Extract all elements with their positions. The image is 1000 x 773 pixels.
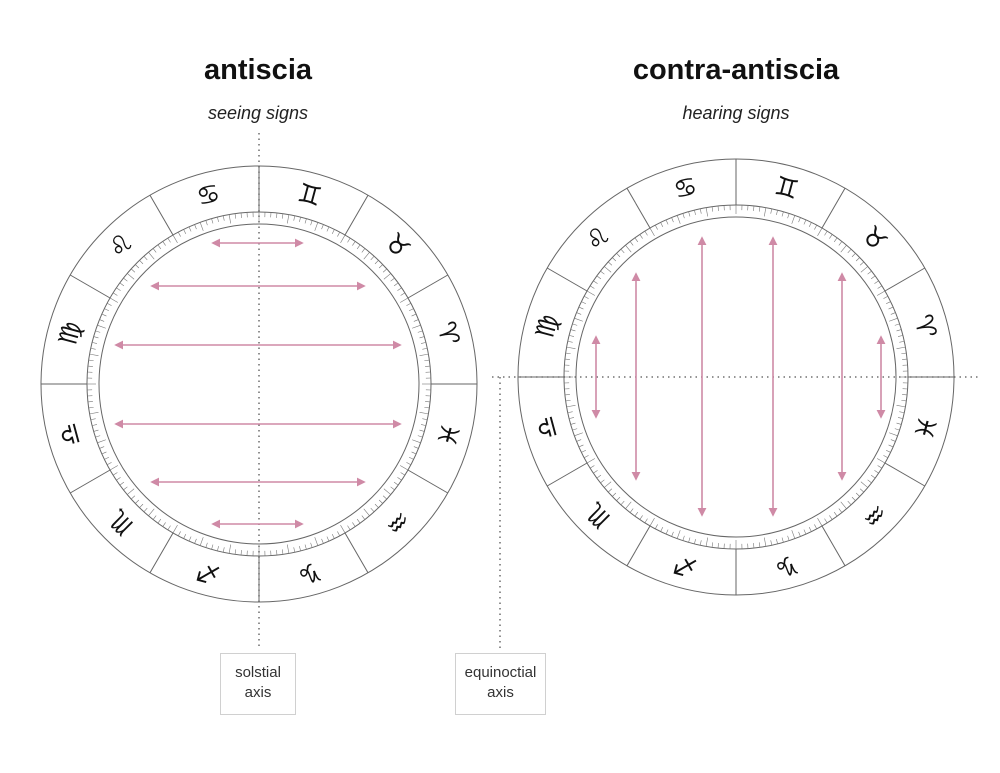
antiscia-arrows — [114, 238, 402, 529]
sign-divider — [884, 462, 926, 487]
contra-antiscia-subtitle: hearing signs — [682, 103, 790, 123]
sign-divider — [344, 194, 369, 236]
equinoctial-axis-label-line1: equinoctial — [464, 664, 537, 681]
sign-divider — [546, 462, 588, 487]
sign-divider — [626, 187, 651, 229]
degree-ticks — [87, 212, 431, 556]
sign-divider — [69, 469, 111, 494]
antiscia-title: antiscia — [204, 54, 312, 86]
sign-divider — [884, 267, 926, 292]
contra-antiscia-arrows — [591, 236, 886, 517]
solstitial-axis-label-line1: solstial — [235, 664, 281, 681]
degree-ticks — [564, 205, 908, 549]
sign-divider — [344, 532, 369, 574]
antiscia-subtitle: seeing signs — [207, 103, 309, 123]
sign-divider — [821, 187, 846, 229]
sign-divider — [546, 267, 588, 292]
sign-divider — [149, 194, 174, 236]
sign-divider — [407, 469, 449, 494]
solstitial-axis-label: solstial axis — [220, 653, 296, 715]
equinoctial-axis-label-line2: axis — [487, 684, 514, 701]
sign-divider — [69, 274, 111, 299]
antiscia-wheel: ♋ ♊♉♈♓♒♑♐♏♎♍♌ — [40, 165, 478, 603]
solstitial-axis-label-line2: axis — [244, 684, 272, 701]
sign-divider — [626, 525, 651, 567]
contra-antiscia-title: contra-antiscia — [632, 54, 840, 86]
sign-divider — [407, 274, 449, 299]
inner-ring — [98, 223, 420, 545]
sign-divider — [821, 525, 846, 567]
equinoctial-axis-label: equinoctial axis — [455, 653, 546, 715]
sign-divider — [149, 532, 174, 574]
